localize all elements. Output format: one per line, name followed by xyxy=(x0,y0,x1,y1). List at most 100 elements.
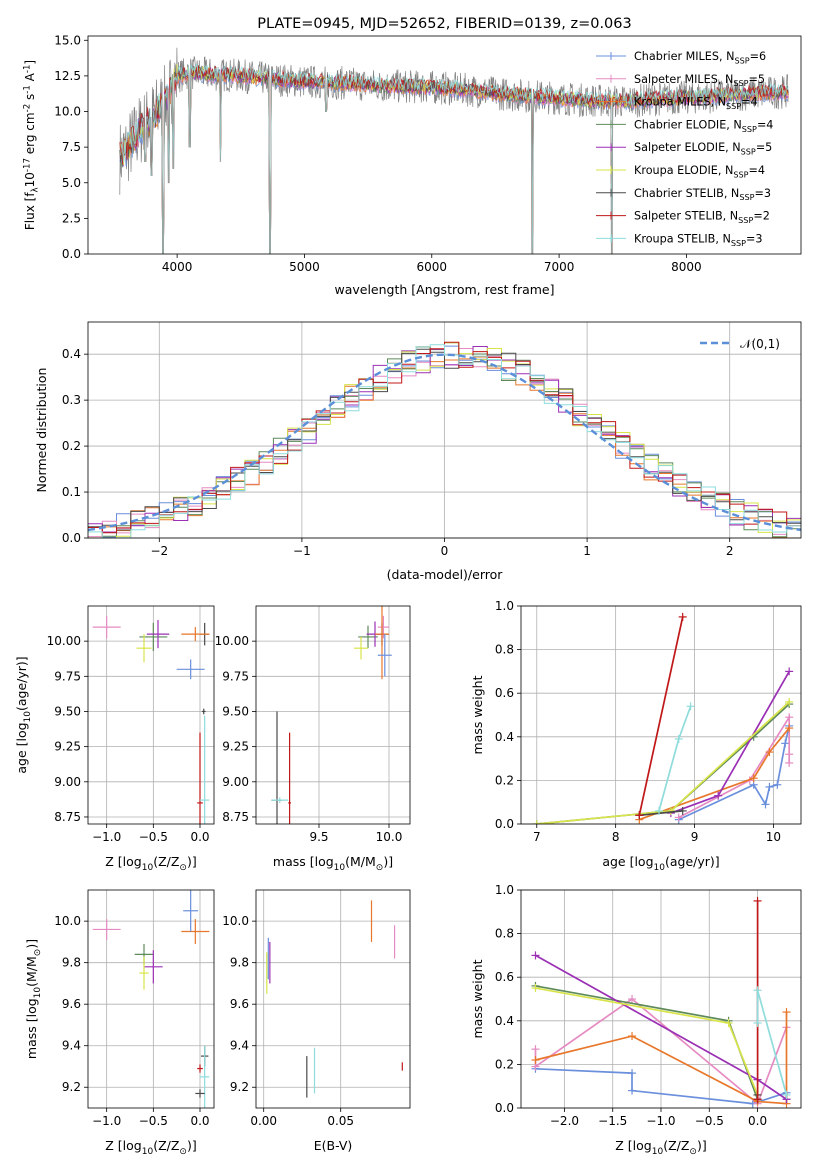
model-spectrum xyxy=(119,65,789,254)
y-axis-label: age [log10​(age/yr)] xyxy=(14,656,33,773)
x-tick-label: 9.5 xyxy=(309,830,328,844)
y-axis-label: mass weight xyxy=(470,959,485,1038)
weight-line xyxy=(638,616,684,816)
histogram xyxy=(88,348,801,531)
legend-label: Kroupa ELODIE, NSSP​=4 xyxy=(634,164,765,179)
y-tick-label: 9.50 xyxy=(222,704,249,718)
y-tick-label: 5.0 xyxy=(62,176,81,190)
legend-label: Kroupa STELIB, NSSP​=3 xyxy=(634,232,763,247)
axes-frame xyxy=(255,889,411,1109)
x-axis-label: E(B-V) xyxy=(314,1138,353,1153)
y-tick-label: 0.6 xyxy=(495,686,514,700)
y-tick-label: 0.1 xyxy=(62,485,81,499)
axes-7: −2.0 −1.5 −1.0 −0.5 0.0 0.0 0.2 0.4 0.6 0.8 1.0 xyxy=(495,883,802,1128)
y-axis-label: Normed distribution xyxy=(34,368,49,493)
y-tick-label: 0.0 xyxy=(62,247,81,261)
weight-line xyxy=(658,706,692,812)
normal-curve xyxy=(88,353,801,532)
y-tick-label: 0.3 xyxy=(62,393,81,407)
axes-2: −1.0 −0.5 0.0 8.75 9.00 9.25 9.50 9.75 10.00 xyxy=(47,605,215,844)
x-tick-label: 8000 xyxy=(671,260,702,274)
y-tick-label: 9.25 xyxy=(222,740,249,754)
x-axis-label: Z [log10​(Z/Z⊙​)] xyxy=(105,854,196,873)
axes-1: −2 −1 0 1 2 0.0 0.1 0.2 0.3 0.4 𝒩(0,1) xyxy=(62,321,802,558)
weight-line xyxy=(639,727,790,821)
y-tick-label: 1.0 xyxy=(495,599,514,613)
y-tick-label: 8.75 xyxy=(222,810,249,824)
plot-area xyxy=(88,341,801,538)
x-tick-label: −0.5 xyxy=(695,1114,724,1128)
legend: Chabrier MILES, NSSP​=6 Salpeter MILES, N… xyxy=(596,50,773,248)
x-tick-label: 6000 xyxy=(416,260,447,274)
y-tick-label: 9.4 xyxy=(230,1039,249,1053)
x-tick-label: 7000 xyxy=(544,260,575,274)
plot-area xyxy=(271,606,392,824)
axes-frame xyxy=(255,605,411,825)
plot-area xyxy=(266,900,403,1098)
axes-5: −1.0 −0.5 0.0 9.2 9.4 9.6 9.8 10.0 xyxy=(54,889,215,1128)
axes-3: 9.5 10.0 8.75 9.00 9.25 9.50 9.75 10.00 xyxy=(215,605,411,844)
x-tick-label: 1 xyxy=(583,544,591,558)
x-axis-label: (data-model)/error xyxy=(387,567,504,582)
x-tick-label: 7 xyxy=(533,830,541,844)
y-tick-label: 15.0 xyxy=(54,33,81,47)
x-tick-label: −1.0 xyxy=(92,1114,121,1128)
chart-title: PLATE=0945, MJD=52652, FIBERID=0139, z=0… xyxy=(257,16,631,32)
y-tick-label: 0.0 xyxy=(495,1101,514,1115)
axes-frame xyxy=(87,35,802,255)
axes-6: 0.00 0.05 9.2 9.4 9.6 9.8 10.0 xyxy=(222,889,411,1128)
x-tick-label: 0.05 xyxy=(327,1114,354,1128)
y-tick-label: 0.4 xyxy=(495,1014,514,1028)
y-axis-label: mass [log10​(M/M⊙​)] xyxy=(24,939,43,1059)
y-axis-label: mass weight xyxy=(470,675,485,754)
plot-area xyxy=(92,890,210,1108)
y-tick-label: 9.6 xyxy=(230,997,249,1011)
y-tick-label: 9.4 xyxy=(62,1039,81,1053)
x-tick-label: 8 xyxy=(612,830,620,844)
y-tick-label: 1.0 xyxy=(495,883,514,897)
y-tick-label: 9.2 xyxy=(230,1080,249,1094)
y-tick-label: 12.5 xyxy=(54,69,81,83)
y-tick-label: 0.8 xyxy=(495,927,514,941)
y-tick-label: 10.00 xyxy=(215,634,249,648)
axes-frame xyxy=(87,889,215,1109)
y-tick-label: 0.2 xyxy=(495,1057,514,1071)
x-axis-label: Z [log10​(Z/Z⊙​)] xyxy=(105,1138,196,1157)
weight-line xyxy=(678,725,791,821)
weight-line xyxy=(670,670,790,814)
y-tick-label: 0.0 xyxy=(62,531,81,545)
x-tick-label: −1.0 xyxy=(92,830,121,844)
weight-line xyxy=(756,990,788,1096)
y-tick-label: 10.0 xyxy=(54,105,81,119)
y-tick-label: 0.4 xyxy=(495,730,514,744)
x-tick-label: −1.0 xyxy=(646,1114,675,1128)
x-tick-label: −1.5 xyxy=(598,1114,627,1128)
y-tick-label: 9.75 xyxy=(54,669,81,683)
y-tick-label: 8.75 xyxy=(54,810,81,824)
y-tick-label: 7.5 xyxy=(62,140,81,154)
y-tick-label: 0.2 xyxy=(62,439,81,453)
x-tick-label: −2.0 xyxy=(550,1114,579,1128)
y-tick-label: 0.0 xyxy=(495,817,514,831)
legend-label: 𝒩(0,1) xyxy=(740,337,780,351)
x-tick-label: 0.0 xyxy=(748,1114,767,1128)
y-tick-label: 2.5 xyxy=(62,211,81,225)
weight-line xyxy=(536,703,790,824)
x-tick-label: −2 xyxy=(150,544,168,558)
legend-label: Salpeter STELIB, NSSP​=2 xyxy=(634,210,770,225)
legend-label: Chabrier MILES, NSSP​=6 xyxy=(634,50,766,65)
y-tick-label: 9.25 xyxy=(54,740,81,754)
x-tick-label: 4000 xyxy=(162,260,193,274)
x-axis-label: Z [log10​(Z/Z⊙​)] xyxy=(615,1138,706,1157)
x-tick-label: 10 xyxy=(766,830,781,844)
y-tick-label: 9.50 xyxy=(54,704,81,718)
x-tick-label: −0.5 xyxy=(139,1114,168,1128)
y-axis-label: Flux [fλ​10-17​ erg cm-2​ s-1​ A-1​] xyxy=(22,60,40,230)
legend-label: Chabrier STELIB, NSSP​=3 xyxy=(634,187,771,202)
y-tick-label: 9.00 xyxy=(54,775,81,789)
axes-frame xyxy=(87,321,802,539)
x-tick-label: 2 xyxy=(726,544,734,558)
axes-4: 7 8 9 10 0.0 0.2 0.4 0.6 0.8 1.0 xyxy=(495,599,802,844)
x-tick-label: −0.5 xyxy=(139,830,168,844)
y-tick-label: 0.6 xyxy=(495,970,514,984)
